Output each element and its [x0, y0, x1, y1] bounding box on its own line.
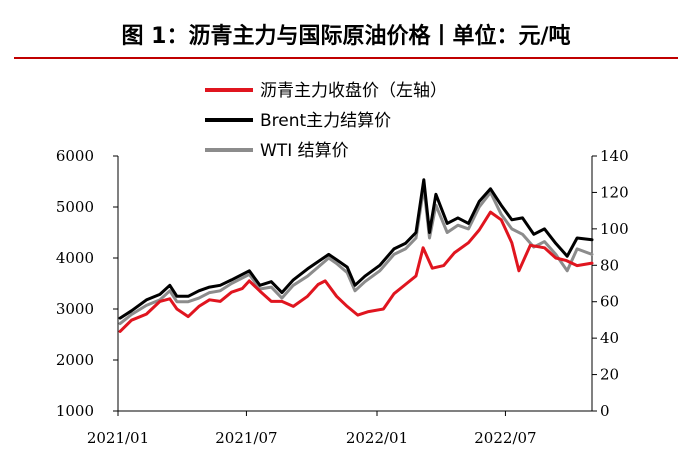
y-right-tick-label: 120	[600, 183, 629, 201]
y-left-tick-label: 1000	[56, 402, 94, 420]
legend-label-1: Brent主力结算价	[260, 111, 391, 131]
x-tick-label: 2022/07	[474, 429, 536, 447]
y-right-tick-label: 80	[600, 256, 619, 274]
x-tick-label: 2021/01	[87, 429, 149, 447]
chart-title: 图 1：沥青主力与国际原油价格丨单位：元/吨	[121, 24, 571, 49]
title-underline	[14, 57, 678, 59]
series-line-2	[118, 185, 594, 326]
y-left-tick-label: 5000	[56, 198, 94, 216]
series-line-1	[118, 178, 594, 320]
axes: 1000 2000 3000 4000 5000 6000 0 20 40 60 80 100 120 1…	[56, 147, 629, 447]
series-line-0	[118, 210, 594, 333]
y-right-tick-label: 140	[600, 147, 629, 165]
x-tick-label: 2022/01	[346, 429, 408, 447]
y-right-tick-label: 20	[600, 366, 619, 384]
legend: 沥青主力收盘价（左轴） Brent主力结算价 WTI 结算价	[205, 81, 447, 161]
y-right-tick-label: 40	[600, 329, 619, 347]
legend-label-0: 沥青主力收盘价（左轴）	[260, 81, 447, 101]
y-right-tick-label: 0	[600, 402, 610, 420]
legend-label-2: WTI 结算价	[260, 141, 349, 161]
y-left-tick-label: 3000	[56, 300, 94, 318]
y-left-tick-label: 6000	[56, 147, 94, 165]
y-left-tick-label: 4000	[56, 249, 94, 267]
y-left-tick-label: 2000	[56, 351, 94, 369]
x-tick-label: 2021/07	[215, 429, 277, 447]
plot-area	[118, 178, 594, 333]
y-right-tick-label: 60	[600, 293, 619, 311]
y-right-tick-label: 100	[600, 220, 629, 238]
